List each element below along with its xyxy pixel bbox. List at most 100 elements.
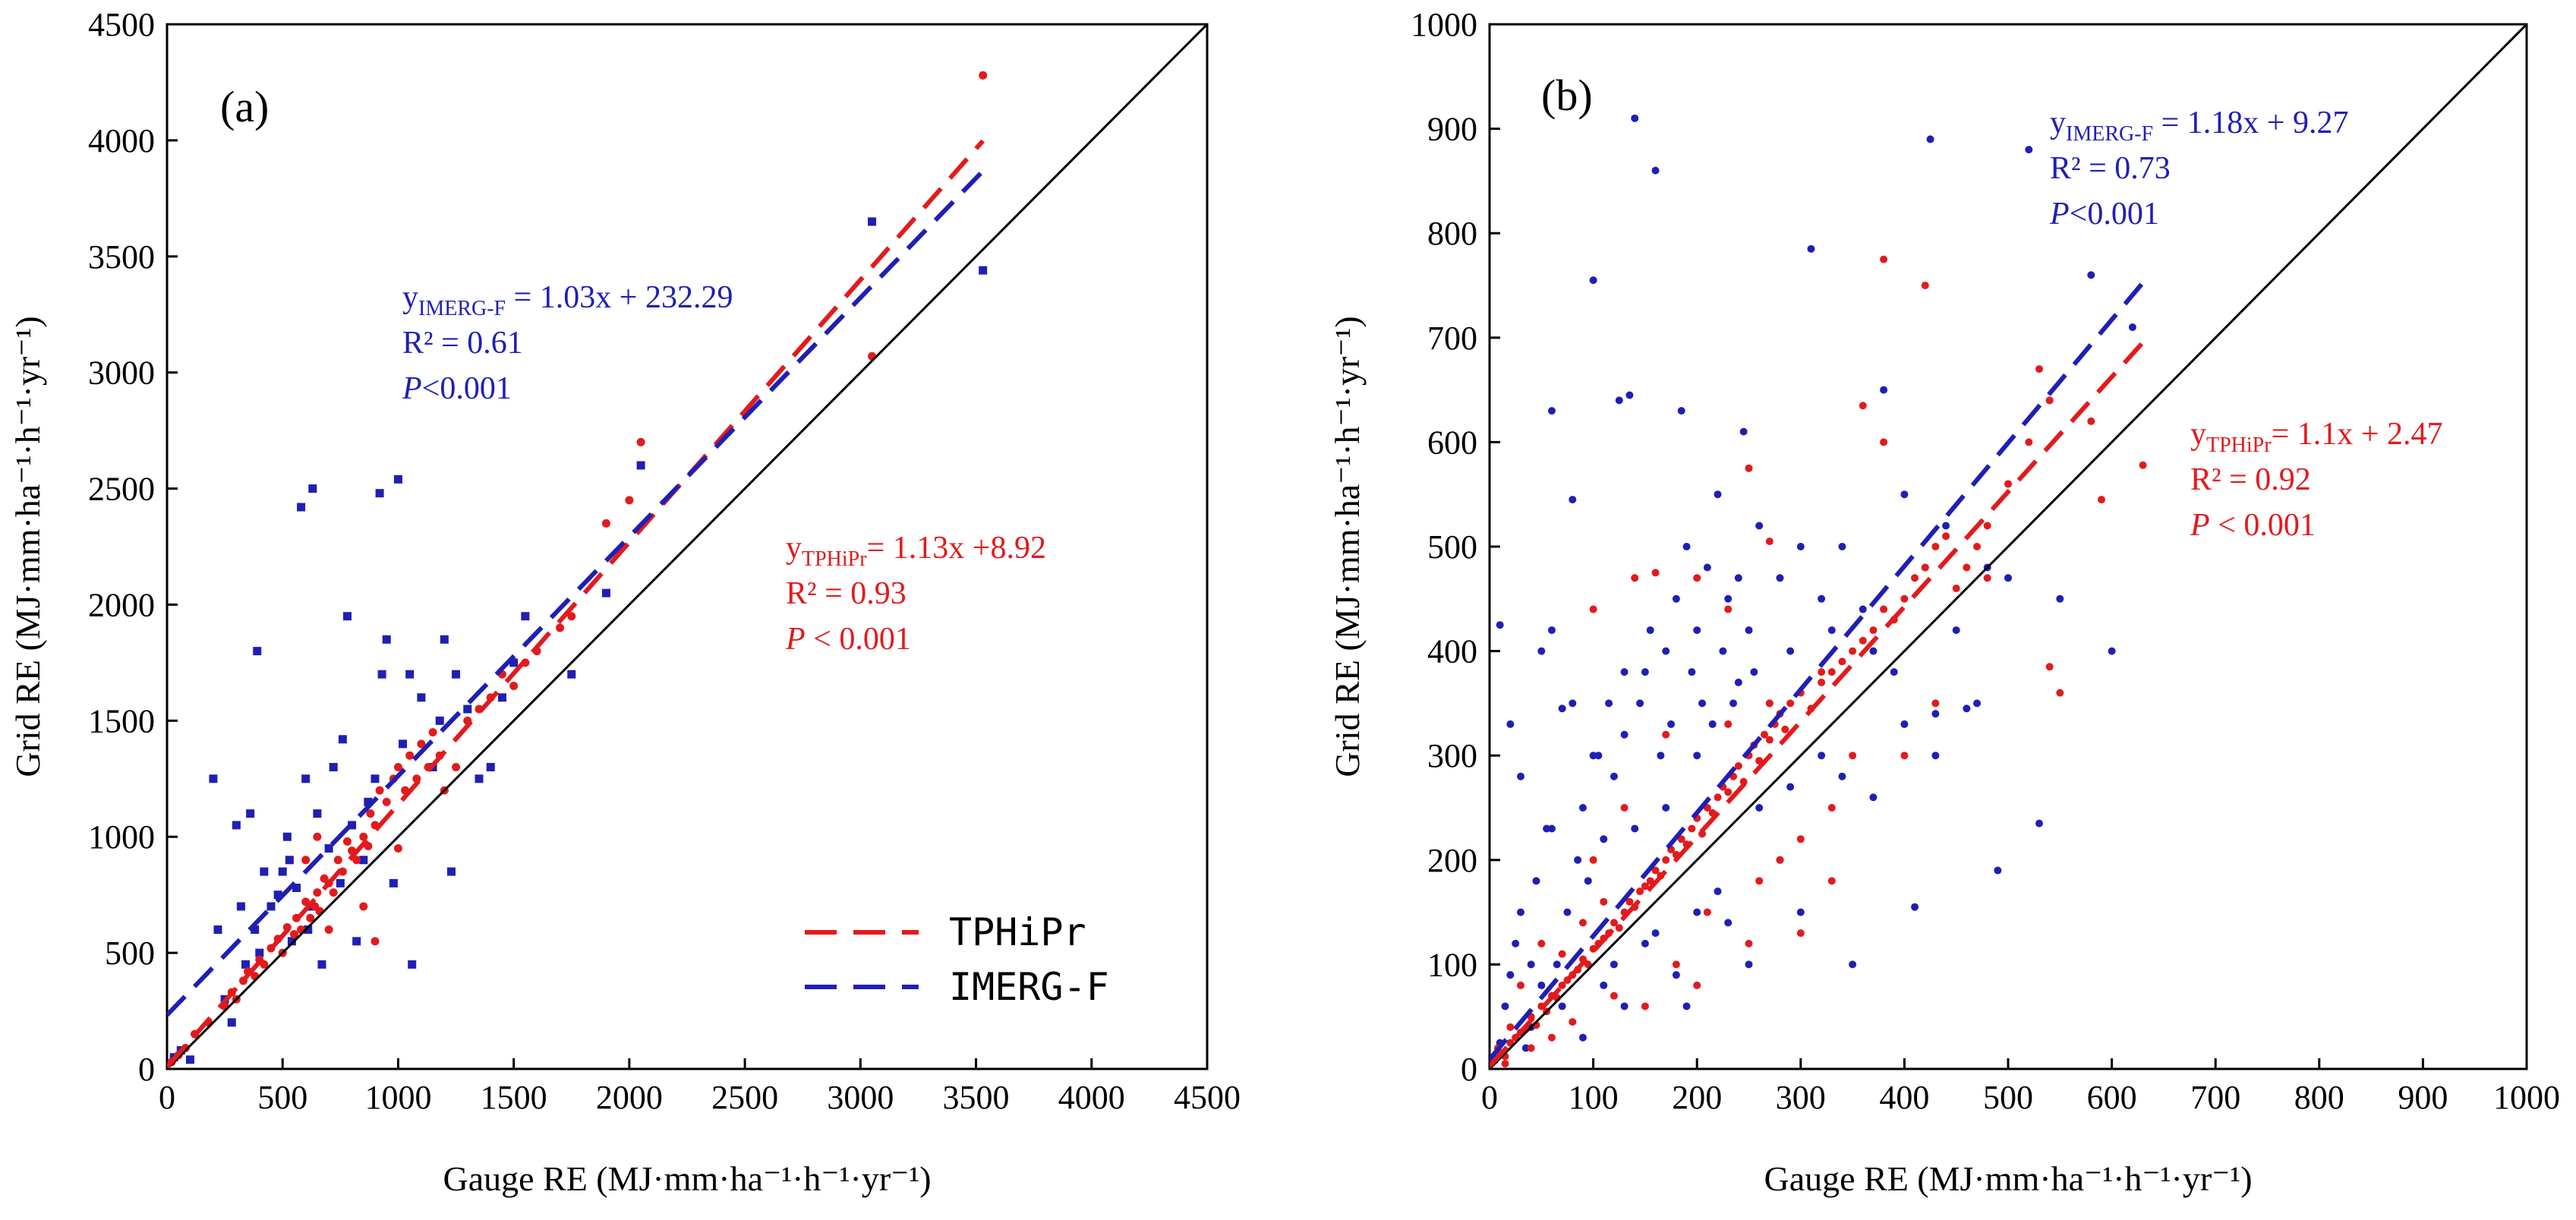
imerg-f-point [1693, 908, 1701, 916]
imerg-f-point [1926, 135, 1934, 143]
tphipr-equation: yTPHiPr= 1.1x + 2.47 [2190, 417, 2442, 457]
x-tick-label: 900 [2398, 1079, 2448, 1116]
imerg-f-point [308, 484, 317, 493]
tphipr-point [2025, 438, 2033, 446]
tphipr-point [1796, 835, 1805, 843]
tphipr-point [2056, 689, 2064, 697]
imerg-f-point [377, 670, 386, 679]
tphipr-point [1734, 761, 1742, 770]
legend-label: TPHiPr [949, 910, 1086, 954]
tphipr-point [1558, 950, 1566, 958]
imerg-f-point [405, 670, 415, 679]
tphipr-point [417, 739, 426, 749]
y-axis-title: Grid RE (MJ·mm·ha⁻¹·h⁻¹·yr⁻¹) [8, 316, 47, 777]
tphipr-point [1983, 522, 1991, 530]
imerg-f-point [213, 925, 222, 935]
tphipr-point [1537, 939, 1546, 947]
imerg-f-point [255, 948, 264, 957]
imerg-f-point [236, 902, 245, 911]
imerg-f-point [1786, 647, 1795, 655]
tphipr-point [625, 496, 634, 505]
imerg-f-point [1672, 594, 1680, 603]
x-tick-label: 3000 [827, 1079, 894, 1116]
x-tick-label: 2500 [711, 1079, 778, 1116]
tphipr-point [1641, 882, 1649, 891]
imerg-f-point [1625, 391, 1634, 399]
imerg-f-point [497, 693, 506, 702]
imerg-f-point [364, 797, 373, 806]
tphipr-point [1869, 626, 1878, 635]
x-tick-label: 0 [159, 1079, 175, 1116]
tphipr-point [1859, 636, 1867, 645]
tphipr-point [1765, 537, 1774, 546]
imerg-f-point [1973, 699, 1982, 708]
tphipr-point [313, 888, 322, 897]
tphipr-point [452, 762, 461, 771]
tphipr-point [366, 809, 375, 818]
tphipr-point [1600, 897, 1608, 906]
imerg-f-point [1880, 386, 1888, 394]
imerg-f-point [1750, 668, 1758, 676]
tphipr-point [1880, 255, 1888, 263]
tphipr-point [1942, 532, 1950, 541]
imerg-f-point [435, 716, 444, 725]
tphipr-point [1610, 991, 1618, 1000]
imerg-f-point [452, 670, 461, 679]
tphipr-point [1501, 1060, 1509, 1068]
tphipr-point [238, 976, 248, 985]
imerg-f-point [1818, 752, 1826, 760]
imerg-f-point [1688, 668, 1696, 676]
imerg-f-point [1589, 276, 1597, 285]
imerg-f-point [251, 925, 260, 935]
imerg-f-point [329, 762, 338, 771]
x-tick-label: 1000 [2493, 1079, 2560, 1116]
imerg-f-point [2025, 146, 2033, 154]
imerg-f-point [408, 960, 417, 969]
y-tick-label: 400 [1427, 633, 1477, 670]
x-tick-label: 700 [2190, 1079, 2240, 1116]
imerg-r-squared: R² = 0.73 [2050, 151, 2171, 186]
tphipr-p-value: P < 0.001 [2190, 508, 2316, 543]
imerg-f-point [336, 878, 345, 887]
tphipr-point [1589, 856, 1597, 864]
imerg-f-point [266, 902, 276, 911]
tphipr-point [1714, 793, 1722, 802]
imerg-f-point [1682, 543, 1691, 550]
imerg-f-point [399, 739, 408, 749]
tphipr-point [382, 797, 391, 806]
imerg-f-point [1574, 856, 1582, 864]
y-tick-label: 1500 [88, 702, 155, 739]
x-tick-label: 0 [1481, 1079, 1498, 1116]
tphipr-point [359, 832, 368, 841]
imerg-f-point [1796, 908, 1805, 916]
tphipr-point [1760, 730, 1768, 739]
imerg-f-point [1994, 866, 2002, 875]
x-tick-label: 1500 [481, 1079, 547, 1116]
imerg-f-point [1818, 594, 1826, 603]
tphipr-point [1786, 699, 1795, 708]
imerg-f-point [338, 735, 347, 744]
x-tick-label: 100 [1569, 1079, 1619, 1116]
tphipr-point [313, 832, 322, 841]
imerg-f-point [1631, 114, 1639, 122]
imerg-f-point [1714, 490, 1722, 499]
tphipr-point [1765, 736, 1774, 744]
tphipr-point [1931, 543, 1940, 550]
imerg-f-point [1739, 427, 1748, 436]
imerg-f-point [868, 217, 877, 226]
x-tick-label: 500 [257, 1079, 307, 1116]
imerg-f-point [297, 503, 306, 512]
tphipr-point [1963, 563, 1971, 572]
tphipr-point [1973, 543, 1982, 550]
y-tick-label: 4000 [88, 122, 155, 159]
tphipr-point [306, 913, 315, 922]
one-to-one-line [167, 24, 1207, 1069]
x-tick-label: 600 [2087, 1079, 2137, 1116]
y-tick-label: 100 [1427, 946, 1477, 983]
imerg-f-point [509, 658, 519, 667]
imerg-f-point [1900, 720, 1909, 728]
imerg-f-point [1496, 621, 1504, 629]
imerg-f-point [1506, 971, 1515, 979]
x-tick-label: 2000 [596, 1079, 663, 1116]
one-to-one-line [1490, 24, 2527, 1069]
